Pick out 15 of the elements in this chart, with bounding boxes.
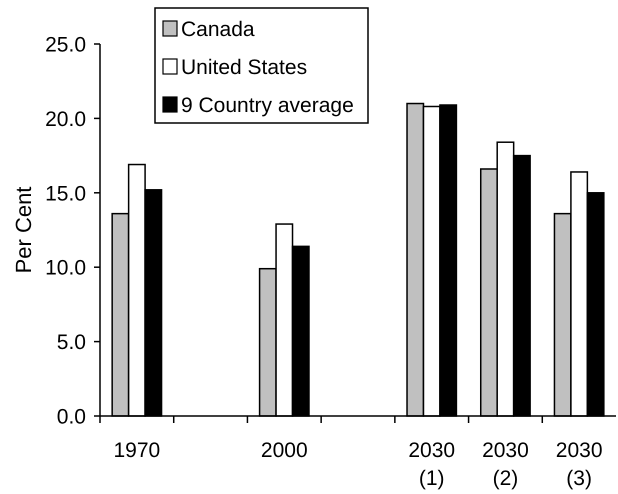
- legend-label: Canada: [181, 18, 255, 41]
- legend-label: 9 Country average: [181, 94, 354, 117]
- y-tick-label: 5.0: [56, 331, 86, 354]
- y-tick-label: 10.0: [45, 256, 86, 280]
- legend-label: United States: [181, 56, 308, 79]
- x-tick-label: 2000: [260, 439, 308, 462]
- y-tick-label: 25.0: [45, 34, 86, 56]
- x-tick-label: 1970: [114, 439, 160, 462]
- y-tick-label: 20.0: [45, 108, 86, 131]
- x-tick-label: 2030 (1): [408, 439, 456, 490]
- x-tick-label: 2030 (2): [482, 439, 529, 490]
- y-axis-title: Per Cent: [11, 186, 36, 274]
- x-tick-label: 2030 (3): [556, 439, 602, 490]
- y-tick-label: 15.0: [45, 182, 86, 206]
- y-tick-label: 0.0: [56, 406, 86, 428]
